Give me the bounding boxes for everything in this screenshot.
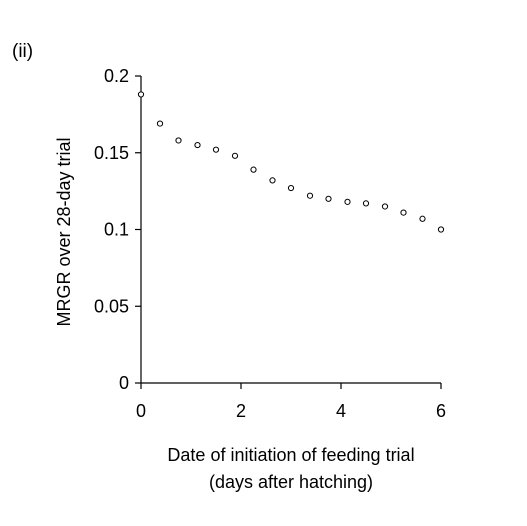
data-point-0 (137, 91, 145, 98)
x-tick-label-1: 2 (236, 401, 246, 421)
data-point-12 (362, 200, 370, 207)
y-ticks: 0 0.05 0.1 0.15 0.2 (94, 66, 141, 393)
y-axis-title: MRGR over 28-day trial (54, 137, 74, 326)
x-tick-label-0: 0 (136, 401, 146, 421)
y-tick-label-1: 0.05 (94, 296, 129, 316)
data-point-14 (400, 209, 407, 216)
data-point-6 (250, 166, 257, 173)
data-point-5 (231, 152, 239, 159)
data-point-7 (269, 177, 276, 184)
y-tick-label-2: 0.1 (104, 220, 129, 240)
data-point-13 (381, 203, 389, 210)
x-tick-label-2: 4 (336, 401, 346, 421)
data-point-9 (306, 192, 314, 199)
x-tick-label-3: 6 (436, 401, 446, 421)
data-point-16 (437, 226, 445, 233)
y-tick-label-3: 0.15 (94, 143, 129, 163)
data-point-2 (175, 137, 182, 144)
data-point-15 (419, 215, 426, 222)
data-points (137, 91, 445, 233)
data-point-3 (194, 141, 201, 149)
axes (140, 76, 441, 384)
y-tick-label-0: 0 (119, 373, 129, 393)
y-tick-label-4: 0.2 (104, 66, 129, 86)
data-point-8 (287, 184, 295, 192)
x-ticks: 0 2 4 6 (136, 383, 446, 421)
data-point-11 (344, 198, 351, 205)
data-point-1 (156, 120, 164, 127)
data-point-4 (212, 146, 220, 153)
x-axis-title-line2: (days after hatching) (209, 472, 373, 492)
x-axis-title-line1: Date of initiation of feeding trial (167, 445, 414, 465)
panel-label: (ii) (12, 41, 33, 62)
data-point-10 (325, 195, 332, 202)
